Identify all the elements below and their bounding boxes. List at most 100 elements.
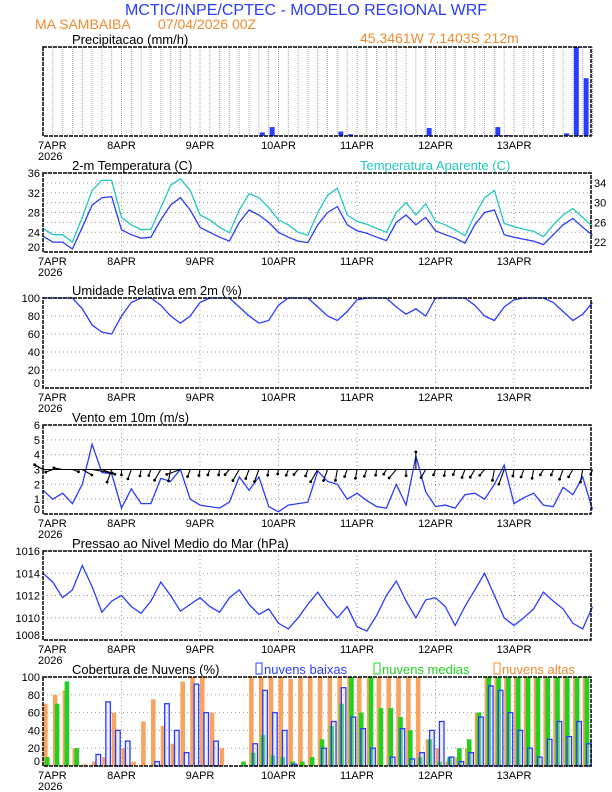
- y-tick-label: 2: [34, 479, 40, 491]
- y-tick-label: 3: [34, 465, 40, 477]
- wind-arrow: [245, 469, 250, 479]
- y-tick-label: 1012: [16, 591, 40, 603]
- wind-arrow: [167, 469, 172, 482]
- wind-arrow-head: [334, 478, 337, 482]
- cloud-bar-nuvens-baixas: [536, 756, 543, 767]
- wind-arrow-head: [223, 473, 227, 477]
- wind-arrow-head: [105, 480, 109, 484]
- cloud-bar-nuvens-altas: [190, 677, 195, 766]
- coords-label: 45.3461W 7.1403S 212m: [360, 30, 519, 46]
- y-tick-label: 0: [34, 504, 40, 516]
- wind-arrow-head: [567, 475, 570, 479]
- cloud-bar-nuvens-altas: [435, 748, 441, 766]
- cloud-bar-nuvens-baixas: [114, 729, 121, 767]
- x-tick-label: 8APR: [107, 140, 136, 152]
- x-tick-label: 7APR: [38, 256, 67, 268]
- wind-arrow-head: [77, 470, 80, 474]
- cloud-bar-nuvens-altas: [111, 712, 117, 766]
- cloud-bar-nuvens-altas: [406, 677, 411, 766]
- wind-arrow-head: [478, 473, 482, 477]
- cloud-bar-nuvens-baixas: [213, 740, 219, 767]
- cloud-bar-nuvens-baixas: [507, 711, 514, 767]
- cloud-bar-nuvens-medias: [64, 681, 70, 766]
- y-tick-label: 20: [28, 365, 40, 377]
- cloud-bar-nuvens-altas: [92, 761, 97, 766]
- wind-arrow-head: [558, 477, 561, 481]
- cloud-bar-nuvens-altas: [278, 677, 284, 766]
- wind-arrow-head: [362, 474, 366, 478]
- cloud-bar-nuvens-altas: [298, 677, 303, 766]
- x-tick-label: 8APR: [107, 770, 136, 782]
- cloud-bar-nuvens-medias: [309, 757, 315, 766]
- wind-arrow-head: [491, 478, 494, 482]
- x-tick-label: 12APR: [418, 770, 453, 782]
- wind-arrow: [568, 469, 574, 478]
- wind-arrow-head: [253, 480, 256, 483]
- wind-arrow-head: [33, 463, 37, 467]
- x-tick-label: 13APR: [497, 392, 532, 404]
- cloud-bar-nuvens-medias: [525, 677, 531, 766]
- wind-arrow-head: [217, 473, 221, 477]
- wind-arrow-head: [113, 472, 117, 476]
- y-tick-label: 26: [594, 217, 606, 229]
- y-tick-label: 1008: [16, 630, 40, 642]
- x-tick-label: 9APR: [186, 392, 215, 404]
- wind-arrow: [354, 469, 358, 479]
- x-year-label: 2026: [38, 655, 62, 667]
- cloud-bar-nuvens-baixas: [409, 758, 416, 767]
- wind-arrow-head: [468, 475, 472, 479]
- cloud-bar-nuvens-altas: [141, 721, 146, 766]
- wind-arrow-head: [44, 470, 48, 474]
- x-tick-label: 11APR: [340, 392, 374, 404]
- wind-arrow: [420, 469, 427, 478]
- plot-frame: [42, 172, 592, 253]
- wind-arrow-head: [354, 476, 357, 480]
- cloud-bar-nuvens-baixas: [487, 685, 494, 767]
- cloud-bar-nuvens-baixas: [399, 727, 406, 767]
- temp-panel: [42, 172, 593, 253]
- x-tick-label: 11APR: [340, 518, 374, 530]
- y-tick-label: 40: [28, 725, 40, 737]
- y-tick-label: 1: [34, 494, 40, 506]
- wind-arrow-head: [197, 474, 201, 477]
- run-label: 07/04/2026 00Z: [158, 16, 257, 32]
- wind-arrow-head: [292, 473, 296, 476]
- wind-arrow-head: [284, 473, 288, 477]
- cloud-bar-nuvens-medias: [388, 708, 393, 766]
- rh-line: [43, 297, 593, 335]
- wind-arrow-head: [120, 473, 123, 477]
- cloud-bar-nuvens-altas: [131, 761, 136, 766]
- cloud-bar-nuvens-altas: [258, 677, 264, 766]
- x-tick-label: 8APR: [107, 518, 136, 530]
- plot-frame: [42, 550, 592, 641]
- x-tick-label: 9APR: [186, 770, 215, 782]
- cloud-bar-nuvens-baixas: [173, 729, 180, 767]
- y-tick-label: 24: [28, 227, 40, 239]
- x-tick-label: 7APR: [38, 392, 67, 404]
- x-tick-label: 7APR: [38, 644, 67, 656]
- wind-arrow-head: [322, 479, 325, 482]
- x-tick-label: 11APR: [340, 256, 374, 268]
- cloud-bar-nuvens-baixas: [252, 743, 259, 767]
- wind-arrow-head: [579, 480, 582, 484]
- cloud-bar-nuvens-medias: [300, 761, 305, 766]
- cloud-bar-nuvens-medias: [545, 677, 550, 766]
- x-tick-label: 8APR: [107, 392, 136, 404]
- cloud-bar-nuvens-baixas: [124, 740, 131, 767]
- x-tick-label: 12APR: [418, 140, 453, 152]
- y-tick-label: 60: [28, 708, 40, 720]
- panel-title: Vento em 10m (m/s): [72, 410, 189, 425]
- wind-arrow-head: [387, 476, 391, 480]
- wind-arrow-head: [460, 476, 464, 479]
- panel-title: 2-m Temperatura (C): [72, 158, 192, 173]
- cloud-bar-nuvens-altas: [327, 677, 333, 766]
- wind-line: [42, 442, 594, 513]
- x-tick-label: 13APR: [497, 518, 532, 530]
- x-tick-label: 12APR: [418, 256, 453, 268]
- cloud-bar-nuvens-altas: [101, 757, 107, 766]
- cloud-bar-nuvens-altas: [200, 677, 205, 766]
- clouds-panel: [42, 662, 592, 767]
- precip-bar: [426, 127, 432, 136]
